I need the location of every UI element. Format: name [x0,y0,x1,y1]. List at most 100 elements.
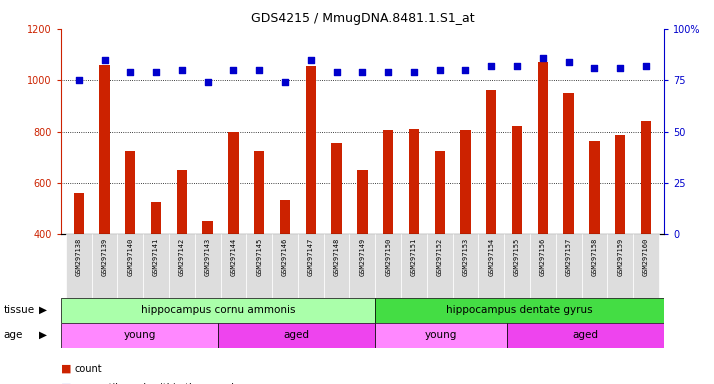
Text: percentile rank within the sample: percentile rank within the sample [75,383,240,384]
Bar [563,93,574,234]
Point [511,63,523,69]
Point [537,55,548,61]
Bar [640,121,651,234]
Bar [633,234,659,298]
Point [331,69,342,75]
Point [588,65,600,71]
Bar [144,234,169,298]
Text: GSM297145: GSM297145 [256,237,262,276]
Bar [280,200,290,234]
Text: GSM297146: GSM297146 [282,237,288,276]
Bar [461,130,471,234]
Text: aged: aged [573,330,598,340]
Text: GSM297149: GSM297149 [359,237,366,276]
Bar [581,234,608,298]
Bar [74,193,84,234]
Text: GSM297142: GSM297142 [179,237,185,276]
Text: GSM297147: GSM297147 [308,237,313,276]
Bar [254,151,264,234]
Bar [61,298,376,323]
Text: GSM297160: GSM297160 [643,237,649,276]
Text: GSM297153: GSM297153 [463,237,468,276]
Text: GSM297154: GSM297154 [488,237,494,276]
Text: GSM297140: GSM297140 [127,237,134,276]
Text: young: young [124,330,156,340]
Point [305,56,316,63]
Bar [478,234,504,298]
Point [615,65,626,71]
Point [228,67,239,73]
Text: GSM297156: GSM297156 [540,237,545,276]
Bar [218,323,376,348]
Bar [99,65,110,234]
Bar [512,126,522,234]
Point [434,67,446,73]
Bar [589,141,600,234]
Point [151,69,162,75]
Bar [435,151,445,234]
Bar [203,222,213,234]
Text: ▶: ▶ [39,330,47,340]
Bar [306,66,316,234]
Point [640,63,652,69]
Bar [221,234,246,298]
Text: GSM297150: GSM297150 [385,237,391,276]
Text: aged: aged [283,330,310,340]
Point [176,67,188,73]
Point [563,59,574,65]
Point [73,77,84,83]
Bar [530,234,555,298]
Text: count: count [75,364,103,374]
Bar [125,151,136,234]
Bar [176,170,187,234]
Bar [383,130,393,234]
Bar [66,234,91,298]
Text: hippocampus dentate gyrus: hippocampus dentate gyrus [446,305,593,315]
Bar [507,323,664,348]
Text: GSM297158: GSM297158 [591,237,598,276]
Bar [151,202,161,234]
Bar [195,234,221,298]
Bar [504,234,530,298]
Point [460,67,471,73]
Point [253,67,265,73]
Bar [427,234,453,298]
Bar [538,62,548,234]
Point [202,79,213,85]
Text: GSM297143: GSM297143 [205,237,211,276]
Text: GSM297159: GSM297159 [617,237,623,276]
Bar [117,234,144,298]
Text: tissue: tissue [4,305,35,315]
Text: hippocampus cornu ammonis: hippocampus cornu ammonis [141,305,296,315]
Text: GSM297157: GSM297157 [565,237,572,276]
Text: GSM297144: GSM297144 [231,237,236,276]
Text: young: young [425,330,457,340]
Text: GDS4215 / MmugDNA.8481.1.S1_at: GDS4215 / MmugDNA.8481.1.S1_at [251,12,474,25]
Point [383,69,394,75]
Text: GSM297141: GSM297141 [153,237,159,276]
Point [279,79,291,85]
Point [124,69,136,75]
Text: ■: ■ [61,364,71,374]
Bar [61,323,218,348]
Bar [357,170,368,234]
Bar [408,129,419,234]
Bar [169,234,195,298]
Text: GSM297151: GSM297151 [411,237,417,276]
Bar [401,234,427,298]
Bar [555,234,581,298]
Text: GSM297148: GSM297148 [333,237,340,276]
Bar [91,234,117,298]
Bar [272,234,298,298]
Bar [323,234,349,298]
Point [356,69,368,75]
Text: ▶: ▶ [39,305,47,315]
Bar [376,298,664,323]
Bar [349,234,376,298]
Bar [228,131,238,234]
Bar [615,136,625,234]
Text: GSM297139: GSM297139 [101,237,108,276]
Text: GSM297155: GSM297155 [514,237,520,276]
Bar [486,90,496,234]
Bar [331,143,342,234]
